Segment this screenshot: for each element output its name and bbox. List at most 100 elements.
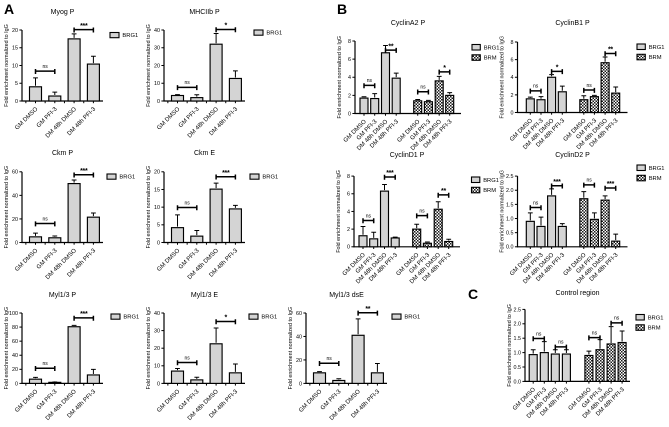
svg-text:BRG1: BRG1 — [649, 166, 665, 172]
svg-text:ns: ns — [185, 355, 191, 361]
svg-text:**: ** — [441, 188, 446, 195]
svg-text:ns: ns — [586, 83, 592, 89]
svg-text:BRG1: BRG1 — [261, 315, 277, 321]
svg-text:BRM: BRM — [649, 55, 662, 61]
svg-text:0: 0 — [157, 381, 160, 387]
svg-text:20: 20 — [12, 217, 18, 223]
svg-text:**: ** — [388, 43, 393, 50]
svg-text:0: 0 — [299, 381, 302, 387]
svg-text:30: 30 — [154, 329, 160, 335]
svg-text:40: 40 — [12, 353, 18, 359]
svg-text:Control region: Control region — [556, 290, 600, 297]
svg-text:ns: ns — [366, 213, 372, 219]
svg-text:A: A — [4, 1, 14, 17]
svg-text:40: 40 — [12, 193, 18, 199]
svg-text:Myog P: Myog P — [51, 9, 75, 16]
svg-text:2.5: 2.5 — [506, 174, 514, 180]
svg-text:ns: ns — [533, 200, 539, 206]
svg-text:8: 8 — [348, 39, 351, 45]
svg-text:15: 15 — [154, 187, 160, 193]
svg-text:*: * — [443, 65, 446, 72]
svg-text:*: * — [225, 315, 228, 322]
svg-text:BRG1: BRG1 — [266, 31, 282, 37]
svg-text:0: 0 — [511, 110, 514, 116]
svg-text:2.0: 2.0 — [514, 322, 522, 328]
svg-text:20: 20 — [12, 367, 18, 373]
svg-text:20: 20 — [154, 63, 160, 69]
svg-text:0: 0 — [348, 111, 351, 117]
svg-text:ns: ns — [533, 84, 539, 90]
svg-text:40: 40 — [154, 311, 160, 317]
svg-text:4: 4 — [347, 209, 350, 215]
svg-text:BRM: BRM — [483, 188, 496, 194]
svg-text:BRG1: BRG1 — [404, 315, 420, 321]
svg-text:ns: ns — [419, 208, 425, 214]
svg-text:ns: ns — [614, 316, 620, 322]
svg-text:ns: ns — [586, 178, 592, 184]
svg-text:C: C — [468, 286, 478, 302]
svg-text:1.5: 1.5 — [506, 202, 514, 208]
svg-text:20: 20 — [12, 28, 18, 34]
svg-text:BRG1: BRG1 — [119, 175, 135, 181]
svg-text:40: 40 — [154, 28, 160, 34]
svg-text:ns: ns — [536, 331, 542, 337]
svg-text:ns: ns — [592, 330, 598, 336]
svg-text:0: 0 — [347, 245, 350, 251]
svg-text:BRG1: BRG1 — [122, 33, 138, 39]
svg-text:10: 10 — [12, 63, 18, 69]
svg-text:60: 60 — [296, 311, 302, 317]
svg-text:CyclinA2 P: CyclinA2 P — [391, 20, 426, 27]
svg-text:15: 15 — [12, 46, 18, 52]
svg-text:Myl1/3 P: Myl1/3 P — [49, 292, 77, 299]
svg-text:ns: ns — [367, 78, 373, 84]
svg-text:Fold enrichment normalized to: Fold enrichment normalized to IgG — [337, 36, 343, 119]
svg-text:0: 0 — [157, 99, 160, 105]
svg-text:ns: ns — [327, 356, 333, 362]
svg-text:0: 0 — [157, 240, 160, 246]
svg-text:BRG1: BRG1 — [123, 315, 139, 321]
svg-text:ns: ns — [420, 85, 426, 91]
svg-text:ns: ns — [558, 340, 564, 346]
svg-text:*: * — [225, 23, 228, 30]
svg-text:Fold enrichment normalized to: Fold enrichment normalized to IgG — [288, 307, 294, 390]
svg-text:B: B — [337, 1, 347, 17]
svg-text:Ckm E: Ckm E — [194, 150, 215, 157]
svg-text:Ckm P: Ckm P — [52, 150, 73, 157]
svg-text:BRG1: BRG1 — [262, 175, 278, 181]
svg-text:8: 8 — [347, 174, 350, 180]
svg-text:ns: ns — [185, 200, 191, 206]
svg-text:60: 60 — [12, 339, 18, 345]
svg-text:4: 4 — [348, 75, 351, 81]
svg-text:Fold enrichment normalized to: Fold enrichment normalized to IgG — [4, 166, 10, 249]
svg-text:ns: ns — [185, 80, 191, 86]
svg-text:Fold enrichment normalized to: Fold enrichment normalized to IgG — [507, 304, 513, 387]
svg-text:Fold enrichment normalized to: Fold enrichment normalized to IgG — [146, 307, 152, 390]
svg-text:0: 0 — [15, 240, 18, 246]
svg-text:100: 100 — [9, 311, 18, 317]
svg-text:20: 20 — [154, 170, 160, 176]
svg-text:BRM: BRM — [484, 56, 497, 62]
svg-text:5: 5 — [15, 81, 18, 87]
svg-text:BRG1: BRG1 — [648, 315, 664, 321]
svg-text:2.5: 2.5 — [514, 307, 522, 313]
svg-text:BRG1: BRG1 — [484, 45, 500, 51]
svg-text:4: 4 — [511, 75, 514, 81]
svg-text:**: ** — [608, 47, 613, 54]
svg-text:Fold enrichment normalized to: Fold enrichment normalized to IgG — [4, 307, 10, 390]
svg-text:0: 0 — [15, 99, 18, 105]
svg-text:2.0: 2.0 — [506, 188, 514, 194]
svg-text:0.0: 0.0 — [506, 245, 514, 251]
svg-text:Fold enrichment normalized to: Fold enrichment normalized to IgG — [146, 24, 152, 107]
svg-text:CyclinB1 P: CyclinB1 P — [555, 20, 590, 27]
svg-text:8: 8 — [511, 40, 514, 46]
svg-text:***: *** — [80, 168, 88, 175]
svg-text:Myl1/3 dsE: Myl1/3 dsE — [329, 292, 364, 299]
svg-text:Fold enrichment normalized to: Fold enrichment normalized to IgG — [146, 166, 152, 249]
svg-text:5: 5 — [157, 223, 160, 229]
svg-text:20: 20 — [296, 358, 302, 364]
svg-text:Fold enrichment normalized to: Fold enrichment normalized to IgG — [4, 24, 10, 107]
svg-text:80: 80 — [12, 325, 18, 331]
svg-text:***: *** — [80, 311, 88, 318]
svg-text:10: 10 — [154, 364, 160, 370]
svg-text:0.0: 0.0 — [514, 379, 522, 385]
